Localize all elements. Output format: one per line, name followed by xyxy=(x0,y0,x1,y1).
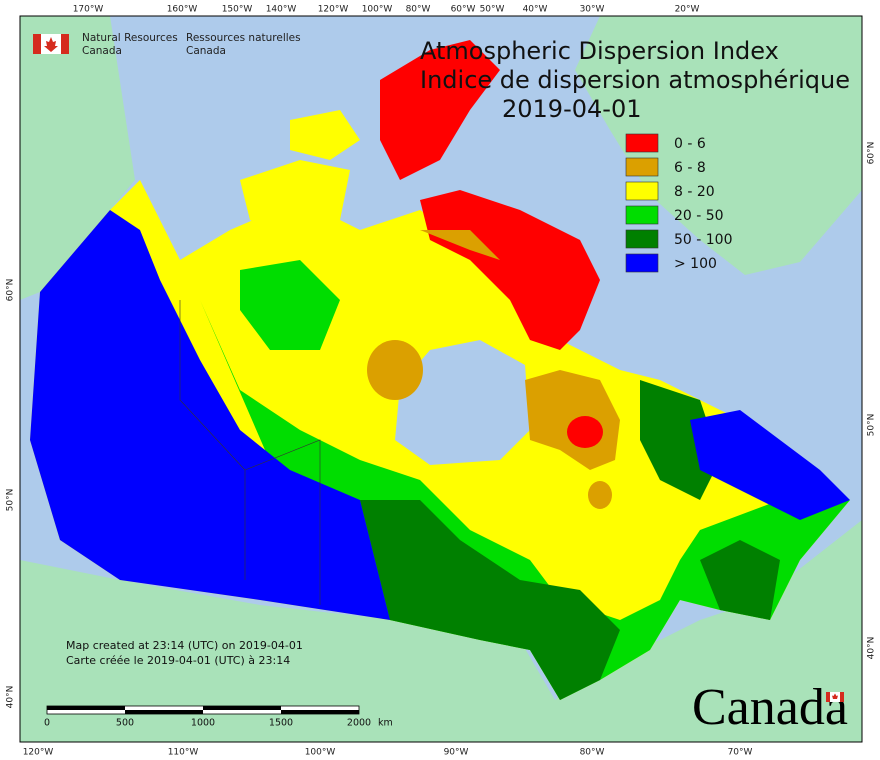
legend-label: 8 - 20 xyxy=(674,184,715,200)
longitude-label: 100°W xyxy=(362,5,393,15)
scale-bar-segment xyxy=(281,710,359,714)
zone-red-quebec xyxy=(567,416,603,448)
longitude-label: 140°W xyxy=(266,5,297,15)
arctic-islands xyxy=(240,160,350,240)
legend: 0 - 6 6 - 8 8 - 20 20 - 50 50 - 100 > 100 xyxy=(625,133,733,273)
province-border xyxy=(179,300,246,580)
flag-bar xyxy=(33,34,41,54)
longitude-label: 60°W xyxy=(451,5,476,15)
latitude-label: 40°N xyxy=(867,637,877,660)
title-en: Atmospheric Dispersion Index xyxy=(420,37,779,65)
agency-en: Natural Resources xyxy=(82,32,178,44)
latitude-label: 60°N xyxy=(867,142,877,165)
longitude-label: 50°W xyxy=(480,5,505,15)
longitude-label: 110°W xyxy=(168,748,199,758)
longitude-label: 160°W xyxy=(167,5,198,15)
longitude-label: 150°W xyxy=(222,5,253,15)
zone-orange-quebec xyxy=(525,370,620,470)
province-border xyxy=(244,439,321,605)
longitude-label: 30°W xyxy=(580,5,605,15)
scale-unit: km xyxy=(378,718,393,729)
note-fr: Carte créée le 2019-04-01 (UTC) à 23:14 xyxy=(66,654,290,667)
longitude-label: 100°W xyxy=(305,748,336,758)
arctic-islands-north xyxy=(290,110,360,160)
hudson-bay xyxy=(395,340,530,465)
scale-label: 0 xyxy=(44,718,50,729)
legend-label: > 100 xyxy=(674,256,717,272)
wordmark-flag-bar xyxy=(826,692,830,702)
legend-swatch xyxy=(625,133,659,153)
graticule-labels: 170°W 160°W 150°W 140°W 120°W 100°W 80°W 60°W 50… xyxy=(6,5,877,758)
zone-orange-quebec-south xyxy=(588,481,612,509)
longitude-label: 90°W xyxy=(444,748,469,758)
latitude-label: 50°N xyxy=(867,414,877,437)
agency-fr: Ressources naturelles xyxy=(186,32,301,44)
alaska xyxy=(20,16,135,300)
map-frame xyxy=(19,15,863,743)
longitude-label: 170°W xyxy=(73,5,104,15)
zone-orange-baffin xyxy=(420,230,500,260)
longitude-label: 20°W xyxy=(675,5,700,15)
scale-label: 2000 xyxy=(347,718,371,729)
latitude-label: 60°N xyxy=(6,279,16,302)
maple-leaf xyxy=(44,37,58,52)
wordmark-text: Canada xyxy=(692,679,848,736)
agency-fr: Canada xyxy=(186,45,226,57)
scale-bar-segment xyxy=(203,706,281,710)
legend-swatch xyxy=(625,229,659,249)
latitude-label: 40°N xyxy=(6,686,16,709)
longitude-label: 80°W xyxy=(406,5,431,15)
scale-bar-segment xyxy=(125,710,203,714)
legend-swatch xyxy=(625,157,659,177)
canada-wordmark: Canada xyxy=(692,679,848,736)
scale-bar: 0 500 1000 1500 2000 km xyxy=(44,705,393,729)
scale-label: 500 xyxy=(116,718,134,729)
agency-signature: Natural Resources Canada Ressources natu… xyxy=(33,32,301,57)
zone-blue-newfoundland xyxy=(690,410,850,520)
wordmark-flag-bar xyxy=(840,692,844,702)
longitude-label: 70°W xyxy=(728,748,753,758)
legend-swatch xyxy=(625,181,659,201)
flag-bar xyxy=(61,34,69,54)
legend-label: 20 - 50 xyxy=(674,208,724,224)
zone-green-north xyxy=(240,260,340,350)
zone-dark-green xyxy=(360,500,620,700)
legend-swatch xyxy=(625,253,659,273)
agency-en: Canada xyxy=(82,45,122,57)
legend-label: 0 - 6 xyxy=(674,136,706,152)
zone-dark-green-maritimes xyxy=(700,540,780,620)
title-date: 2019-04-01 xyxy=(502,95,641,123)
zone-blue-west xyxy=(30,210,390,620)
zone-red-ellesmere xyxy=(380,40,500,180)
longitude-label: 120°W xyxy=(23,748,54,758)
zone-orange-keewatin xyxy=(367,340,423,400)
legend-swatch xyxy=(625,205,659,225)
scale-label: 1500 xyxy=(269,718,293,729)
map-frame-content xyxy=(20,16,862,742)
longitude-label: 120°W xyxy=(318,5,349,15)
legend-label: 50 - 100 xyxy=(674,232,733,248)
latitude-label: 50°N xyxy=(6,489,16,512)
scale-bar-segment xyxy=(47,706,125,710)
title-fr: Indice de dispersion atmosphérique xyxy=(420,66,850,94)
greenland xyxy=(575,16,862,275)
note-en: Map created at 23:14 (UTC) on 2019-04-01 xyxy=(66,639,303,652)
wordmark-leaf xyxy=(832,693,838,699)
longitude-label: 40°W xyxy=(523,5,548,15)
scale-label: 1000 xyxy=(191,718,215,729)
legend-label: 6 - 8 xyxy=(674,160,706,176)
longitude-label: 80°W xyxy=(580,748,605,758)
